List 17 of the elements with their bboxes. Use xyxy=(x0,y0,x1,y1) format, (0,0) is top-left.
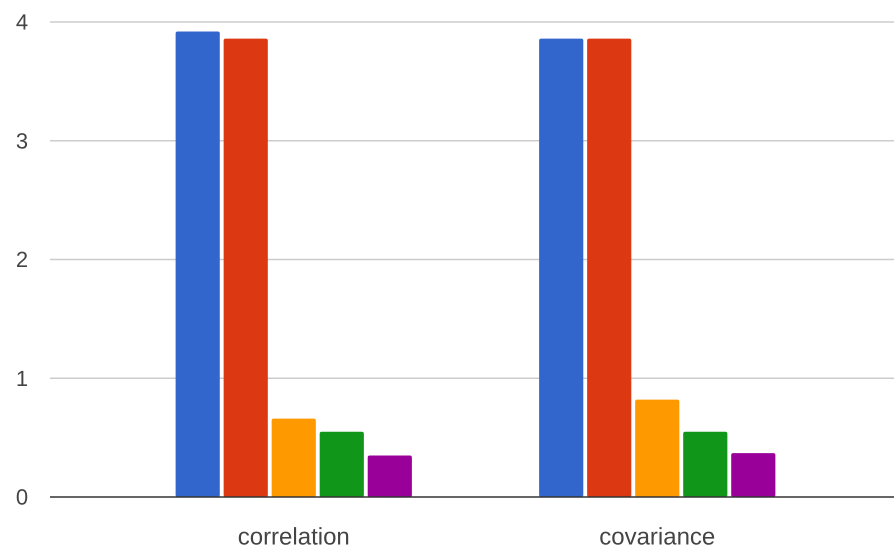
y-tick-label: 1 xyxy=(16,366,28,391)
bar xyxy=(539,38,584,497)
bar xyxy=(683,432,728,497)
bar xyxy=(731,453,776,497)
bar xyxy=(368,455,412,497)
y-tick-label: 3 xyxy=(16,128,28,154)
bar xyxy=(320,432,364,497)
y-tick-label: 4 xyxy=(16,10,28,35)
bar xyxy=(176,32,220,497)
bar xyxy=(224,38,268,497)
x-tick-label: covariance xyxy=(599,523,716,550)
y-tick-label: 0 xyxy=(16,484,28,510)
x-tick-label: correlation xyxy=(238,523,350,550)
bar xyxy=(587,38,632,497)
y-tick-label: 2 xyxy=(16,247,28,272)
bar xyxy=(635,400,680,497)
bar xyxy=(272,418,316,497)
